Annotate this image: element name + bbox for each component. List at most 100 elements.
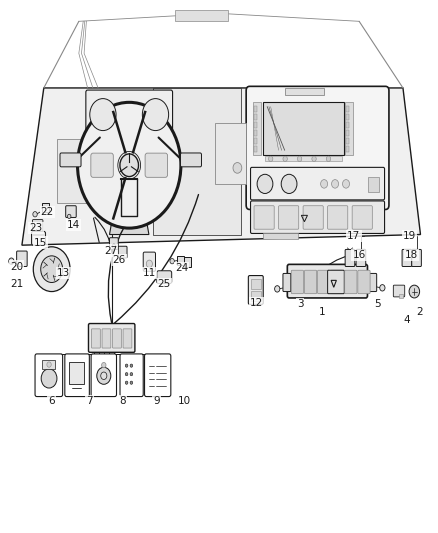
Bar — [254, 130, 257, 136]
Bar — [253, 102, 261, 155]
FancyBboxPatch shape — [110, 238, 118, 249]
Circle shape — [257, 174, 273, 193]
Circle shape — [233, 163, 242, 173]
FancyBboxPatch shape — [32, 231, 46, 245]
FancyBboxPatch shape — [352, 206, 372, 229]
Circle shape — [281, 174, 297, 193]
Text: 18: 18 — [405, 250, 418, 260]
FancyBboxPatch shape — [246, 86, 389, 209]
Text: 11: 11 — [143, 268, 156, 278]
Circle shape — [268, 156, 273, 161]
FancyBboxPatch shape — [145, 153, 168, 177]
Circle shape — [41, 369, 57, 388]
Text: 10: 10 — [177, 396, 191, 406]
Bar — [254, 146, 257, 152]
FancyBboxPatch shape — [358, 270, 370, 294]
Text: 23: 23 — [29, 223, 42, 233]
Bar — [346, 114, 349, 120]
FancyBboxPatch shape — [345, 249, 355, 266]
FancyBboxPatch shape — [120, 354, 143, 397]
Bar — [254, 138, 257, 144]
Text: 23: 23 — [29, 223, 42, 233]
Circle shape — [101, 372, 107, 379]
Bar — [69, 362, 84, 384]
FancyBboxPatch shape — [113, 329, 121, 348]
Text: 18: 18 — [405, 250, 418, 260]
Text: 6: 6 — [48, 396, 55, 406]
Text: 16: 16 — [353, 250, 366, 260]
Polygon shape — [22, 88, 420, 245]
Circle shape — [297, 156, 302, 161]
Text: 25: 25 — [158, 279, 171, 288]
Text: 24: 24 — [175, 263, 188, 272]
FancyBboxPatch shape — [86, 90, 173, 140]
FancyBboxPatch shape — [91, 354, 117, 397]
Bar — [346, 130, 349, 136]
Circle shape — [170, 259, 174, 264]
Text: 5: 5 — [374, 299, 381, 309]
FancyBboxPatch shape — [91, 153, 113, 177]
Circle shape — [102, 362, 106, 368]
Bar — [177, 256, 184, 265]
Text: 13: 13 — [57, 268, 70, 278]
Text: 8: 8 — [119, 396, 126, 406]
Text: 10: 10 — [177, 396, 191, 406]
Circle shape — [130, 364, 133, 367]
Text: 20: 20 — [10, 262, 23, 271]
Bar — [346, 106, 349, 112]
Text: 19: 19 — [403, 231, 416, 240]
Circle shape — [125, 381, 128, 384]
Circle shape — [120, 154, 138, 176]
FancyBboxPatch shape — [393, 285, 405, 297]
FancyBboxPatch shape — [304, 270, 317, 294]
Text: 12: 12 — [250, 298, 263, 308]
Bar — [263, 102, 344, 155]
Text: 21: 21 — [10, 279, 23, 288]
FancyBboxPatch shape — [356, 249, 366, 266]
Text: 17: 17 — [347, 231, 360, 240]
Circle shape — [130, 373, 133, 376]
Text: 27: 27 — [104, 246, 117, 255]
Bar — [175, 10, 228, 21]
Circle shape — [283, 156, 287, 161]
Text: 14: 14 — [67, 220, 80, 230]
Bar — [254, 122, 257, 128]
Text: 7: 7 — [86, 396, 93, 406]
FancyBboxPatch shape — [345, 270, 357, 294]
Bar — [346, 146, 349, 152]
Circle shape — [33, 247, 70, 292]
FancyBboxPatch shape — [291, 270, 304, 294]
Circle shape — [275, 286, 280, 292]
FancyBboxPatch shape — [366, 273, 377, 292]
Text: 24: 24 — [175, 263, 188, 272]
Polygon shape — [110, 197, 149, 235]
FancyBboxPatch shape — [251, 201, 385, 233]
Circle shape — [9, 258, 14, 264]
Text: 22: 22 — [41, 207, 54, 217]
Text: 26: 26 — [113, 255, 126, 265]
Text: 11: 11 — [143, 268, 156, 278]
Text: 2: 2 — [416, 307, 423, 317]
Circle shape — [90, 99, 116, 131]
FancyBboxPatch shape — [180, 153, 201, 167]
Bar — [251, 291, 261, 301]
Text: 8: 8 — [119, 396, 126, 406]
Text: 3: 3 — [297, 299, 304, 309]
FancyBboxPatch shape — [88, 324, 135, 352]
Text: 9: 9 — [153, 396, 160, 406]
FancyBboxPatch shape — [248, 276, 263, 304]
FancyBboxPatch shape — [143, 252, 155, 271]
Text: 3: 3 — [297, 299, 304, 309]
FancyBboxPatch shape — [279, 206, 299, 229]
FancyBboxPatch shape — [318, 270, 330, 294]
Bar — [345, 102, 353, 155]
Text: 14: 14 — [67, 220, 80, 230]
Text: 1: 1 — [318, 307, 325, 317]
Circle shape — [380, 285, 385, 291]
FancyBboxPatch shape — [123, 329, 132, 348]
Bar — [368, 177, 379, 192]
Text: 17: 17 — [347, 231, 360, 240]
FancyBboxPatch shape — [157, 271, 172, 284]
Bar — [399, 294, 403, 298]
Circle shape — [125, 364, 128, 367]
